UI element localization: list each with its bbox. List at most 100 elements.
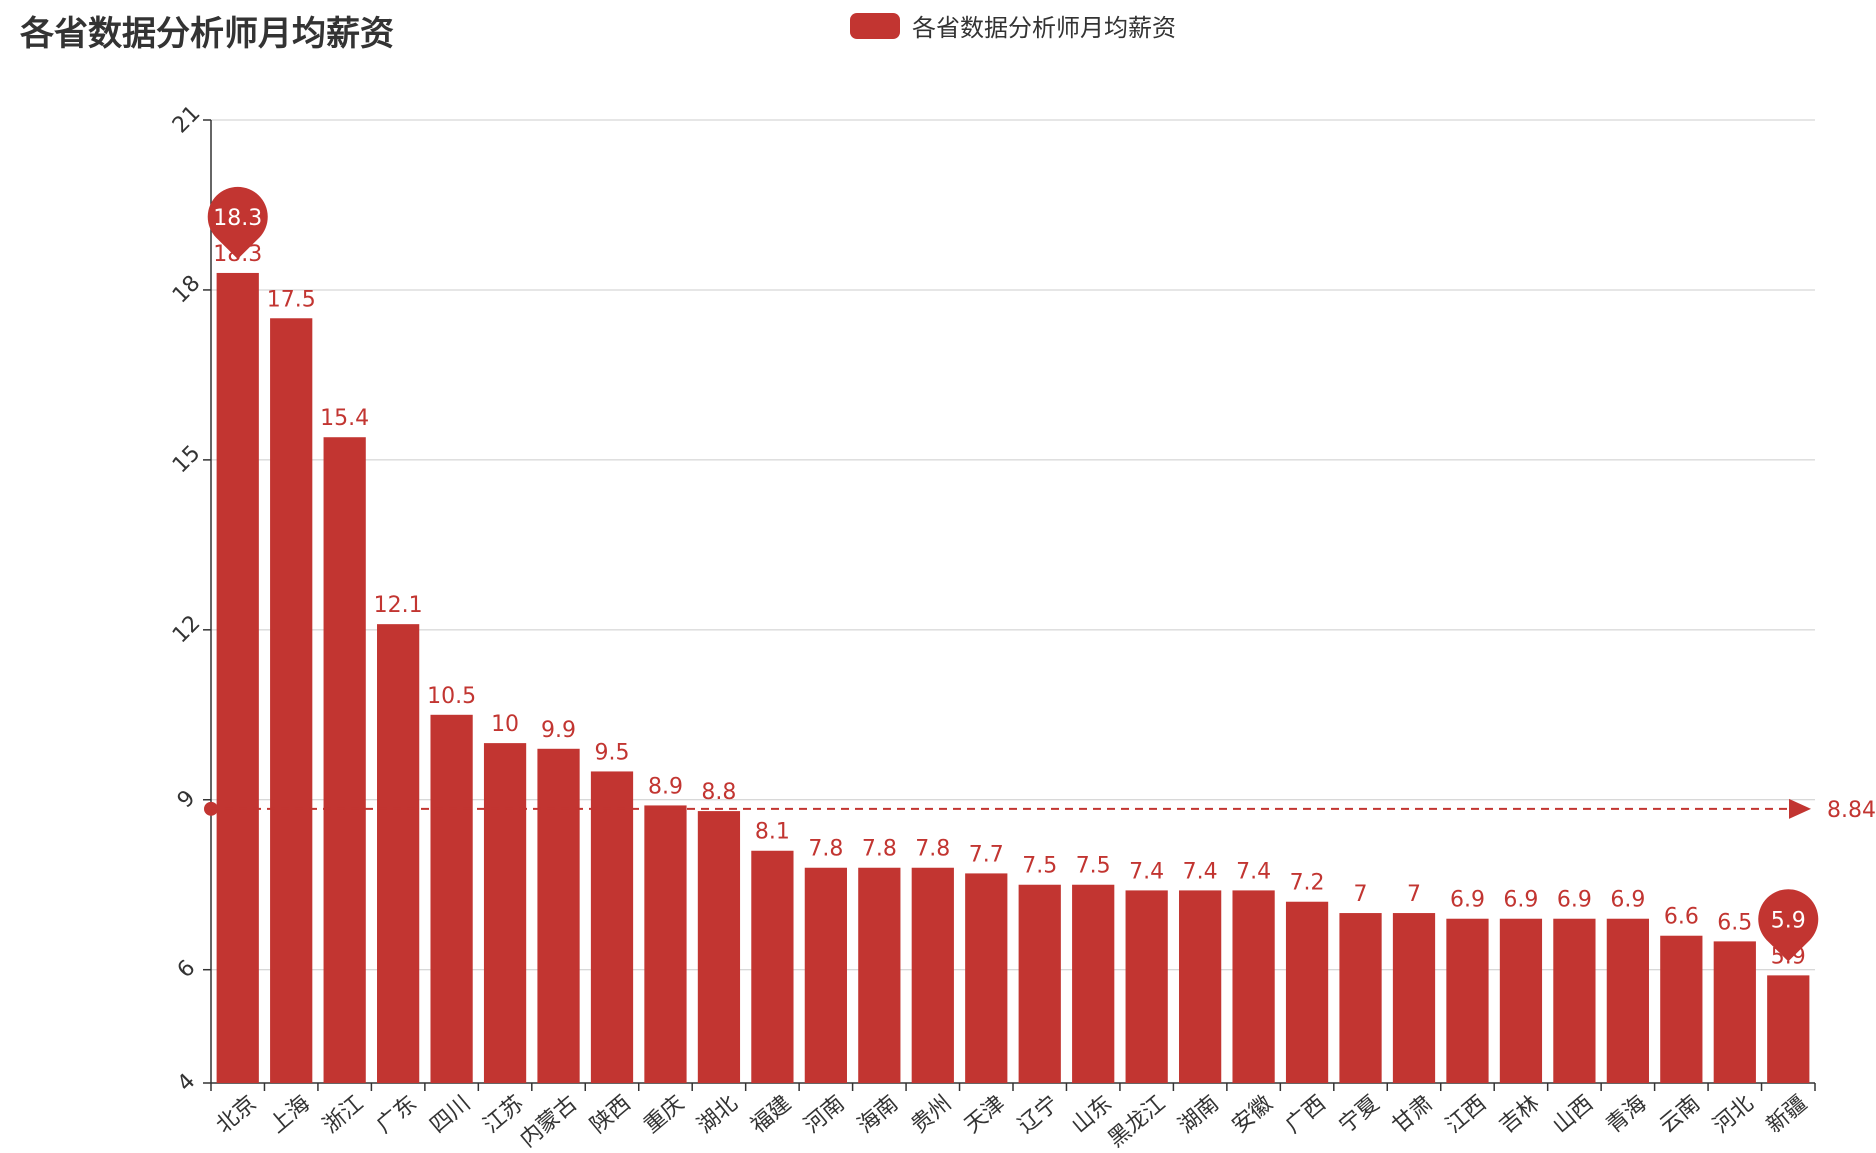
bar-value-label: 10 bbox=[491, 712, 519, 737]
x-tick-label: 云南 bbox=[1655, 1091, 1705, 1138]
x-tick-label: 河北 bbox=[1709, 1091, 1759, 1138]
bar[interactable] bbox=[751, 850, 794, 1083]
bar[interactable] bbox=[590, 771, 634, 1083]
bar-value-label: 12.1 bbox=[374, 593, 423, 618]
bar[interactable] bbox=[430, 714, 473, 1083]
mark-point-max[interactable] bbox=[207, 186, 268, 259]
mark-point-min[interactable] bbox=[1758, 889, 1819, 962]
average-line-label: 8.84 bbox=[1827, 798, 1876, 823]
x-tick-label: 黑龙江 bbox=[1104, 1091, 1171, 1153]
mark-point-max-label: 18.3 bbox=[213, 206, 262, 231]
bar-value-label: 6.6 bbox=[1664, 905, 1699, 930]
bar[interactable] bbox=[911, 867, 954, 1083]
bar-value-label: 10.5 bbox=[427, 684, 476, 709]
bar[interactable] bbox=[644, 805, 687, 1083]
x-tick-label: 甘肃 bbox=[1388, 1091, 1438, 1138]
bar[interactable] bbox=[1446, 918, 1489, 1083]
mark-point-min-label: 5.9 bbox=[1771, 908, 1806, 933]
bar[interactable] bbox=[537, 748, 580, 1083]
x-tick-label: 天津 bbox=[960, 1091, 1010, 1138]
bar-value-label: 9.9 bbox=[541, 718, 576, 743]
bar-value-label: 7.8 bbox=[808, 837, 843, 862]
bar[interactable] bbox=[483, 743, 527, 1083]
bar[interactable] bbox=[1072, 884, 1115, 1083]
bar-value-label: 6.9 bbox=[1610, 888, 1645, 913]
bar-value-label: 7 bbox=[1354, 882, 1368, 907]
bar[interactable] bbox=[216, 272, 259, 1084]
x-tick-label: 四川 bbox=[426, 1091, 476, 1138]
bar-value-label: 9.5 bbox=[595, 740, 630, 765]
x-tick-label: 上海 bbox=[265, 1091, 315, 1138]
bar[interactable] bbox=[1767, 975, 1810, 1083]
x-tick-label: 海南 bbox=[853, 1091, 903, 1138]
bar[interactable] bbox=[1499, 918, 1543, 1083]
y-tick-label: 18 bbox=[168, 271, 205, 308]
y-tick-label: 9 bbox=[173, 786, 201, 814]
bar[interactable] bbox=[858, 867, 901, 1083]
x-tick-label: 湖北 bbox=[693, 1091, 743, 1138]
x-tick-label: 山西 bbox=[1548, 1091, 1598, 1138]
y-tick-label: 12 bbox=[168, 611, 205, 648]
bar[interactable] bbox=[1285, 901, 1329, 1083]
x-tick-label: 江西 bbox=[1441, 1091, 1491, 1138]
x-tick-label: 安徽 bbox=[1228, 1091, 1278, 1138]
bar-value-label: 7.4 bbox=[1236, 859, 1271, 884]
y-tick-label: 4 bbox=[173, 1069, 201, 1097]
bar-value-label: 7 bbox=[1407, 882, 1421, 907]
bar-value-label: 17.5 bbox=[267, 287, 316, 312]
bar-value-label: 7.5 bbox=[1022, 854, 1057, 879]
average-line-arrow bbox=[1789, 798, 1811, 819]
bar[interactable] bbox=[270, 318, 313, 1083]
y-tick-label: 15 bbox=[168, 441, 205, 478]
x-tick-label: 河南 bbox=[800, 1091, 850, 1138]
x-tick-label: 广西 bbox=[1281, 1091, 1331, 1138]
bar-value-label: 7.2 bbox=[1290, 871, 1325, 896]
x-tick-label: 广东 bbox=[372, 1091, 422, 1138]
bar[interactable] bbox=[1392, 913, 1436, 1083]
legend-label: 各省数据分析师月均薪资 bbox=[912, 14, 1176, 42]
bar-value-label: 7.8 bbox=[915, 837, 950, 862]
bar-value-label: 6.5 bbox=[1717, 910, 1752, 935]
x-tick-label: 北京 bbox=[212, 1091, 262, 1138]
x-tick-label: 重庆 bbox=[639, 1091, 689, 1138]
bar-value-label: 6.9 bbox=[1503, 888, 1538, 913]
y-tick-label: 6 bbox=[173, 956, 201, 984]
chart-title: 各省数据分析师月均薪资 bbox=[20, 14, 394, 54]
x-tick-label: 浙江 bbox=[319, 1091, 369, 1138]
bar[interactable] bbox=[1018, 884, 1061, 1083]
bar[interactable] bbox=[1606, 918, 1649, 1083]
x-tick-label: 宁夏 bbox=[1334, 1091, 1384, 1138]
bar-value-label: 6.9 bbox=[1450, 888, 1485, 913]
x-tick-label: 陕西 bbox=[586, 1091, 636, 1138]
bar[interactable] bbox=[804, 867, 847, 1083]
bar[interactable] bbox=[323, 437, 366, 1084]
bar-value-label: 7.5 bbox=[1076, 854, 1111, 879]
bar[interactable] bbox=[1125, 890, 1168, 1083]
bar-value-label: 8.8 bbox=[701, 780, 736, 805]
bar-value-label: 15.4 bbox=[320, 406, 369, 431]
x-tick-label: 辽宁 bbox=[1014, 1091, 1064, 1138]
x-tick-label: 福建 bbox=[746, 1091, 796, 1138]
x-tick-label: 湖南 bbox=[1174, 1091, 1224, 1138]
chart-legend[interactable]: 各省数据分析师月均薪资 bbox=[850, 8, 1176, 43]
bar[interactable] bbox=[697, 811, 741, 1083]
x-tick-label: 贵州 bbox=[907, 1091, 957, 1138]
bar-value-label: 7.4 bbox=[1129, 859, 1164, 884]
x-tick-label: 新疆 bbox=[1762, 1091, 1812, 1138]
x-tick-label: 青海 bbox=[1602, 1091, 1652, 1138]
bar[interactable] bbox=[965, 873, 1008, 1083]
bar-value-label: 7.8 bbox=[862, 837, 897, 862]
legend-swatch bbox=[850, 12, 900, 39]
bar[interactable] bbox=[1179, 890, 1222, 1083]
bar[interactable] bbox=[1339, 913, 1382, 1083]
bar[interactable] bbox=[1553, 918, 1596, 1083]
bar-value-label: 7.4 bbox=[1183, 859, 1218, 884]
bar[interactable] bbox=[377, 624, 420, 1083]
bar[interactable] bbox=[1660, 935, 1703, 1083]
bar[interactable] bbox=[1713, 941, 1756, 1083]
bar[interactable] bbox=[1232, 890, 1275, 1083]
bar-value-label: 6.9 bbox=[1557, 888, 1592, 913]
bar-value-label: 8.9 bbox=[648, 774, 683, 799]
bar-value-label: 7.7 bbox=[969, 842, 1004, 867]
